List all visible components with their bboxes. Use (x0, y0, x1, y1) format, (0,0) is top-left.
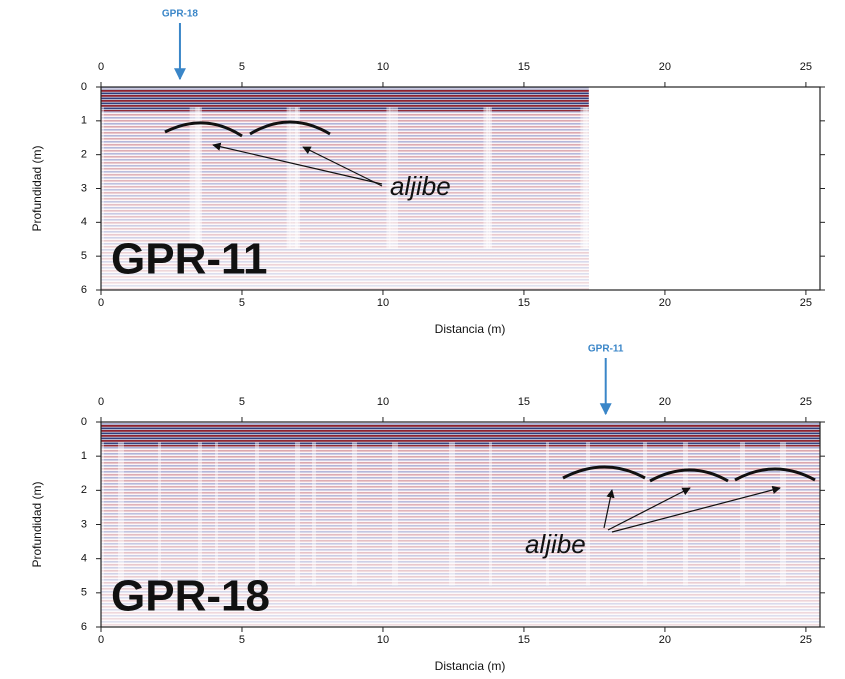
trace-streak (198, 107, 202, 250)
x-tick-label: 5 (239, 634, 245, 646)
y-tick-label: 1 (81, 450, 87, 462)
depth-fade (101, 422, 820, 627)
x-tick-label: 10 (377, 297, 389, 309)
y-tick-label: 1 (81, 115, 87, 127)
y-tick-label: 0 (81, 81, 87, 93)
trace-streak (312, 442, 316, 586)
x-tick-label: 0 (98, 297, 104, 309)
x-axis-label: Distancia (m) (435, 322, 506, 336)
x-tick-label-top: 15 (518, 61, 530, 73)
trace-streak (643, 442, 647, 586)
y-tick-label: 4 (81, 553, 87, 565)
trace-streak (392, 107, 398, 250)
x-tick-label: 10 (377, 634, 389, 646)
x-tick-label: 5 (239, 297, 245, 309)
x-tick-label: 20 (659, 634, 671, 646)
x-tick-label-top: 5 (239, 396, 245, 408)
crossing-label: GPR-18 (162, 9, 199, 20)
x-tick-label-top: 15 (518, 396, 530, 408)
trace-streak (580, 107, 587, 250)
y-tick-label: 2 (81, 149, 87, 161)
annotation-arrows (212, 142, 781, 533)
annotation: aljibe (390, 171, 451, 201)
x-tick-label: 15 (518, 297, 530, 309)
trace-streak (255, 442, 259, 586)
trace-streak (586, 442, 590, 586)
trace-streak (189, 107, 193, 250)
trace-streak (101, 442, 104, 586)
trace-streak (486, 107, 491, 250)
y-tick-label: 3 (81, 518, 87, 530)
radargram (101, 87, 590, 290)
x-tick-label-top: 10 (377, 61, 389, 73)
trace-streak (586, 107, 590, 250)
hyperbolas (164, 120, 816, 483)
trace-streak (683, 442, 688, 586)
radargram (101, 422, 820, 627)
x-tick-label-top: 25 (800, 61, 812, 73)
x-tick-label-top: 10 (377, 396, 389, 408)
y-tick-label: 4 (81, 216, 87, 228)
trace-streak (489, 442, 492, 586)
x-tick-label-top: 20 (659, 61, 671, 73)
depth-fade (101, 87, 589, 290)
trace-streak (292, 107, 299, 250)
x-tick-label: 25 (800, 634, 812, 646)
trace-streak (483, 107, 489, 250)
trace-streak (352, 442, 357, 586)
trace-streak (295, 107, 300, 250)
x-tick-label: 15 (518, 634, 530, 646)
y-tick-label: 6 (81, 284, 87, 296)
profile-name: GPR-11 (111, 235, 268, 284)
annotation: aljibe (525, 529, 586, 559)
trace-streak (780, 442, 786, 586)
trace-streak (215, 442, 218, 586)
trace-streak (583, 107, 589, 250)
y-tick-label: 6 (81, 621, 87, 633)
y-axis-label: Profundidad (m) (30, 145, 44, 231)
x-tick-label-top: 5 (239, 61, 245, 73)
trace-streak (740, 442, 745, 586)
trace-streak (389, 107, 393, 250)
trace-streak (489, 107, 492, 250)
trace-streak (546, 442, 549, 586)
x-tick-label-top: 0 (98, 61, 104, 73)
trace-streak (286, 107, 291, 250)
crossing-label: GPR-11 (588, 344, 624, 355)
trace-streak (195, 107, 201, 250)
trace-streak (101, 107, 104, 250)
trace-streak (386, 107, 391, 250)
x-tick-label: 20 (659, 297, 671, 309)
trace-streak (198, 442, 202, 586)
y-tick-label: 3 (81, 182, 87, 194)
trace-streak (289, 107, 293, 250)
x-tick-label-top: 0 (98, 396, 104, 408)
y-tick-label: 2 (81, 484, 87, 496)
x-tick-label: 0 (98, 634, 104, 646)
trace-streak (449, 442, 455, 586)
x-axis-label: Distancia (m) (435, 659, 506, 673)
x-tick-label: 25 (800, 297, 812, 309)
y-tick-label: 5 (81, 587, 87, 599)
y-tick-label: 0 (81, 416, 87, 428)
y-axis-label: Profundidad (m) (30, 481, 44, 567)
x-tick-label-top: 25 (800, 396, 812, 408)
x-tick-label-top: 20 (659, 396, 671, 408)
trace-streak (158, 442, 161, 586)
profile-name: GPR-18 (111, 572, 270, 621)
trace-streak (192, 107, 199, 250)
y-tick-label: 5 (81, 250, 87, 262)
trace-streak (295, 442, 300, 586)
trace-streak (392, 442, 398, 586)
trace-streak (118, 442, 124, 586)
